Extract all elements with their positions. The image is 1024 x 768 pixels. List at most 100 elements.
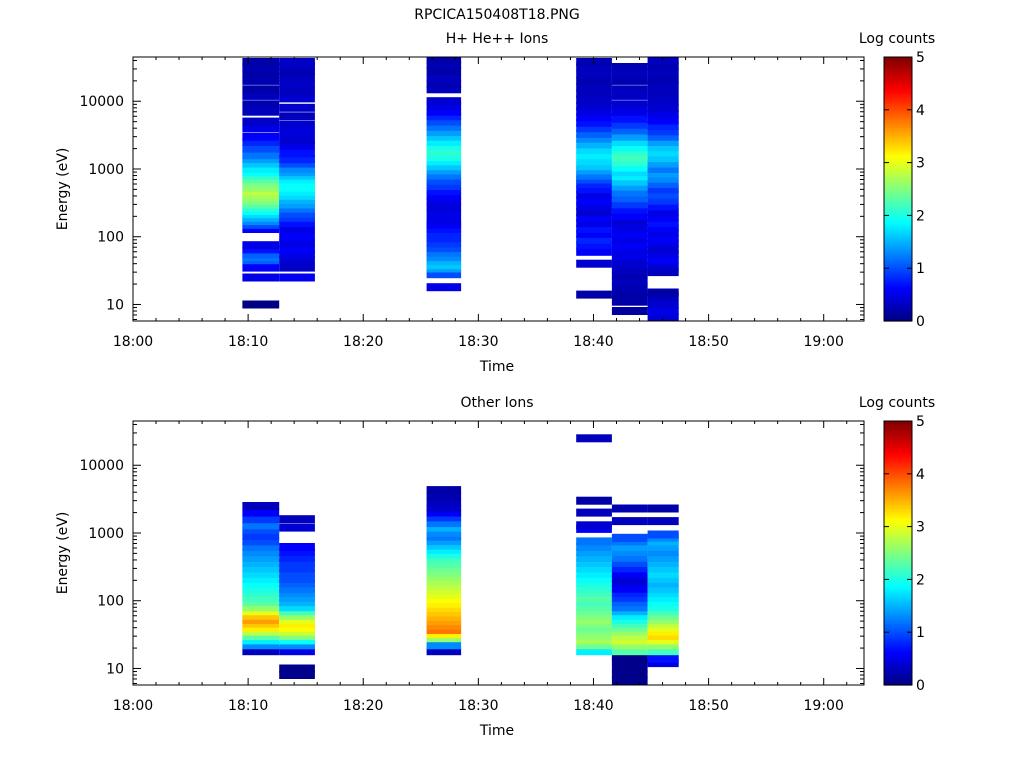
heatmap-cell	[647, 543, 679, 551]
colorbar-swatch	[884, 678, 912, 682]
heatmap-cell	[611, 168, 648, 177]
heatmap-cell	[576, 171, 612, 180]
heatmap-cell	[242, 603, 280, 612]
colorbar-swatch	[884, 246, 912, 249]
colorbar-tick-label: 0	[916, 314, 925, 330]
colorbar-swatch	[884, 76, 912, 80]
heatmap-cell	[279, 611, 315, 620]
x-tick-label: 18:30	[458, 334, 498, 350]
heatmap-cell	[279, 120, 315, 129]
heatmap-cell	[611, 553, 648, 562]
heatmap-cell	[611, 611, 648, 620]
heatmap-cell	[279, 671, 315, 679]
heatmap-cell	[611, 120, 648, 129]
heatmap-cell	[242, 124, 280, 133]
heatmap-cell	[426, 80, 462, 88]
heatmap-cell	[279, 155, 315, 164]
heatmap-cell	[426, 253, 462, 262]
heatmap-cell	[242, 623, 280, 632]
heatmap-cells	[242, 56, 679, 322]
colorbar-swatch	[884, 671, 912, 675]
heatmap-cell	[647, 196, 679, 205]
heatmap-cell	[647, 122, 679, 131]
heatmap-cell	[576, 290, 612, 299]
x-tick-label: 18:50	[688, 334, 728, 350]
colorbar-swatch	[884, 500, 912, 503]
colorbar-swatch	[884, 553, 912, 556]
heatmap-cell	[647, 208, 679, 217]
colorbar-swatch	[884, 94, 912, 98]
colorbar-swatch	[884, 79, 912, 82]
x-tick-label: 19:00	[804, 334, 844, 350]
heatmap-cell	[279, 603, 315, 612]
heatmap-cell	[242, 70, 280, 79]
heatmap-cell	[279, 183, 315, 192]
heatmap-cell	[279, 218, 315, 227]
heatmap-cell	[611, 163, 648, 172]
heatmap-cell	[647, 262, 679, 271]
heatmap-cell	[242, 138, 280, 146]
heatmap-cell	[647, 228, 679, 237]
colorbar-swatch	[884, 200, 912, 203]
heatmap-cell	[242, 636, 280, 645]
colorbar-swatch	[884, 511, 912, 514]
panel-title: H+ He++ Ions	[446, 31, 549, 47]
heatmap-cell	[576, 247, 612, 256]
heatmap-cell	[426, 599, 462, 608]
colorbar-swatch	[884, 160, 912, 164]
heatmap-cell	[611, 91, 648, 100]
heatmap-cell	[426, 162, 462, 171]
heatmap-cell	[576, 548, 612, 557]
heatmap-cell	[611, 277, 648, 286]
colorbar-swatch	[884, 109, 912, 113]
heatmap-cell	[647, 169, 679, 178]
heatmap-cell	[576, 134, 612, 143]
heatmap-cell	[647, 75, 679, 84]
colorbar-swatch	[884, 299, 912, 302]
heatmap-cell	[647, 143, 679, 152]
heatmap-cell	[576, 584, 612, 593]
heatmap-cell	[242, 159, 280, 168]
colorbar-swatch	[884, 645, 912, 649]
y-tick-label: 10000	[79, 458, 124, 474]
heatmap-cell	[426, 197, 462, 206]
heatmap-cell	[426, 559, 462, 568]
heatmap-cell	[426, 626, 462, 634]
colorbar-swatch	[884, 546, 912, 550]
heatmap-cell	[242, 515, 280, 524]
heatmap-cell	[279, 213, 315, 222]
colorbar-swatch	[884, 116, 912, 120]
colorbar-swatch	[884, 202, 912, 205]
colorbar-frame	[883, 56, 913, 322]
colorbar-swatch	[884, 478, 912, 481]
colorbar-swatch	[884, 186, 912, 190]
colorbar-swatch	[884, 467, 912, 470]
colorbar-swatch	[884, 244, 912, 247]
colorbar-swatch	[884, 222, 912, 225]
heatmap-cell	[576, 89, 612, 98]
heatmap-cell	[426, 608, 462, 617]
colorbar-swatch	[884, 636, 912, 640]
colorbar-swatch	[884, 665, 912, 668]
colorbar-swatch	[884, 239, 912, 243]
colorbar-swatch	[884, 656, 912, 660]
colorbar-swatch	[884, 660, 912, 664]
heatmap-cell	[279, 94, 315, 103]
colorbar-swatch	[884, 169, 912, 172]
colorbar-swatch	[884, 476, 912, 479]
heatmap-cell	[242, 165, 280, 173]
colorbar-swatch	[884, 654, 912, 657]
heatmap-cell	[576, 102, 612, 110]
heatmap-cell	[576, 593, 612, 602]
heatmap-cell	[426, 568, 462, 577]
heatmap-cell	[242, 632, 280, 641]
heatmap-cell	[426, 128, 462, 137]
heatmap-cell	[426, 641, 462, 650]
colorbar-swatch	[884, 248, 912, 252]
heatmap-cell	[647, 234, 679, 243]
colorbar-swatch	[884, 263, 912, 267]
colorbar-swatch	[884, 162, 912, 166]
heatmap-cell	[242, 564, 280, 573]
heatmap-cell	[647, 68, 679, 76]
